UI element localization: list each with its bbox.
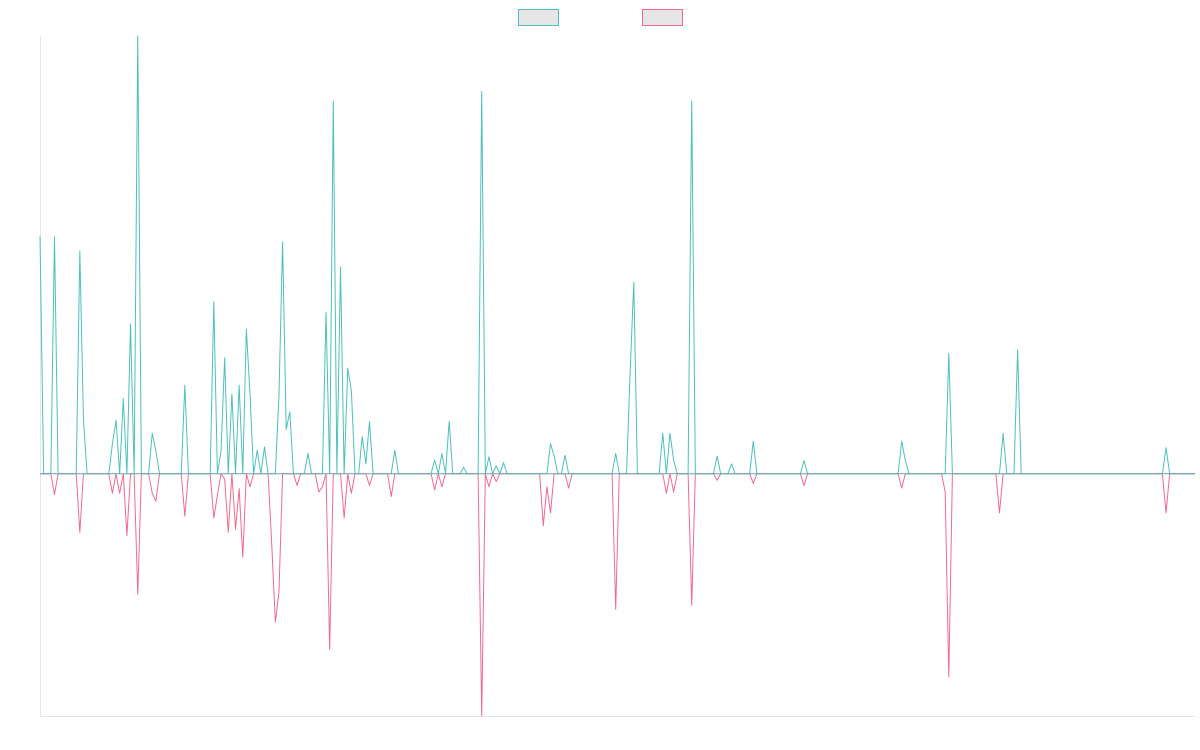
series-layer xyxy=(39,35,1195,717)
series-line-1 xyxy=(39,35,1195,475)
legend-swatch-2[interactable] xyxy=(642,9,683,26)
series-line-2 xyxy=(40,473,1195,717)
legend-swatch-1[interactable] xyxy=(518,9,559,26)
legend xyxy=(518,9,683,26)
